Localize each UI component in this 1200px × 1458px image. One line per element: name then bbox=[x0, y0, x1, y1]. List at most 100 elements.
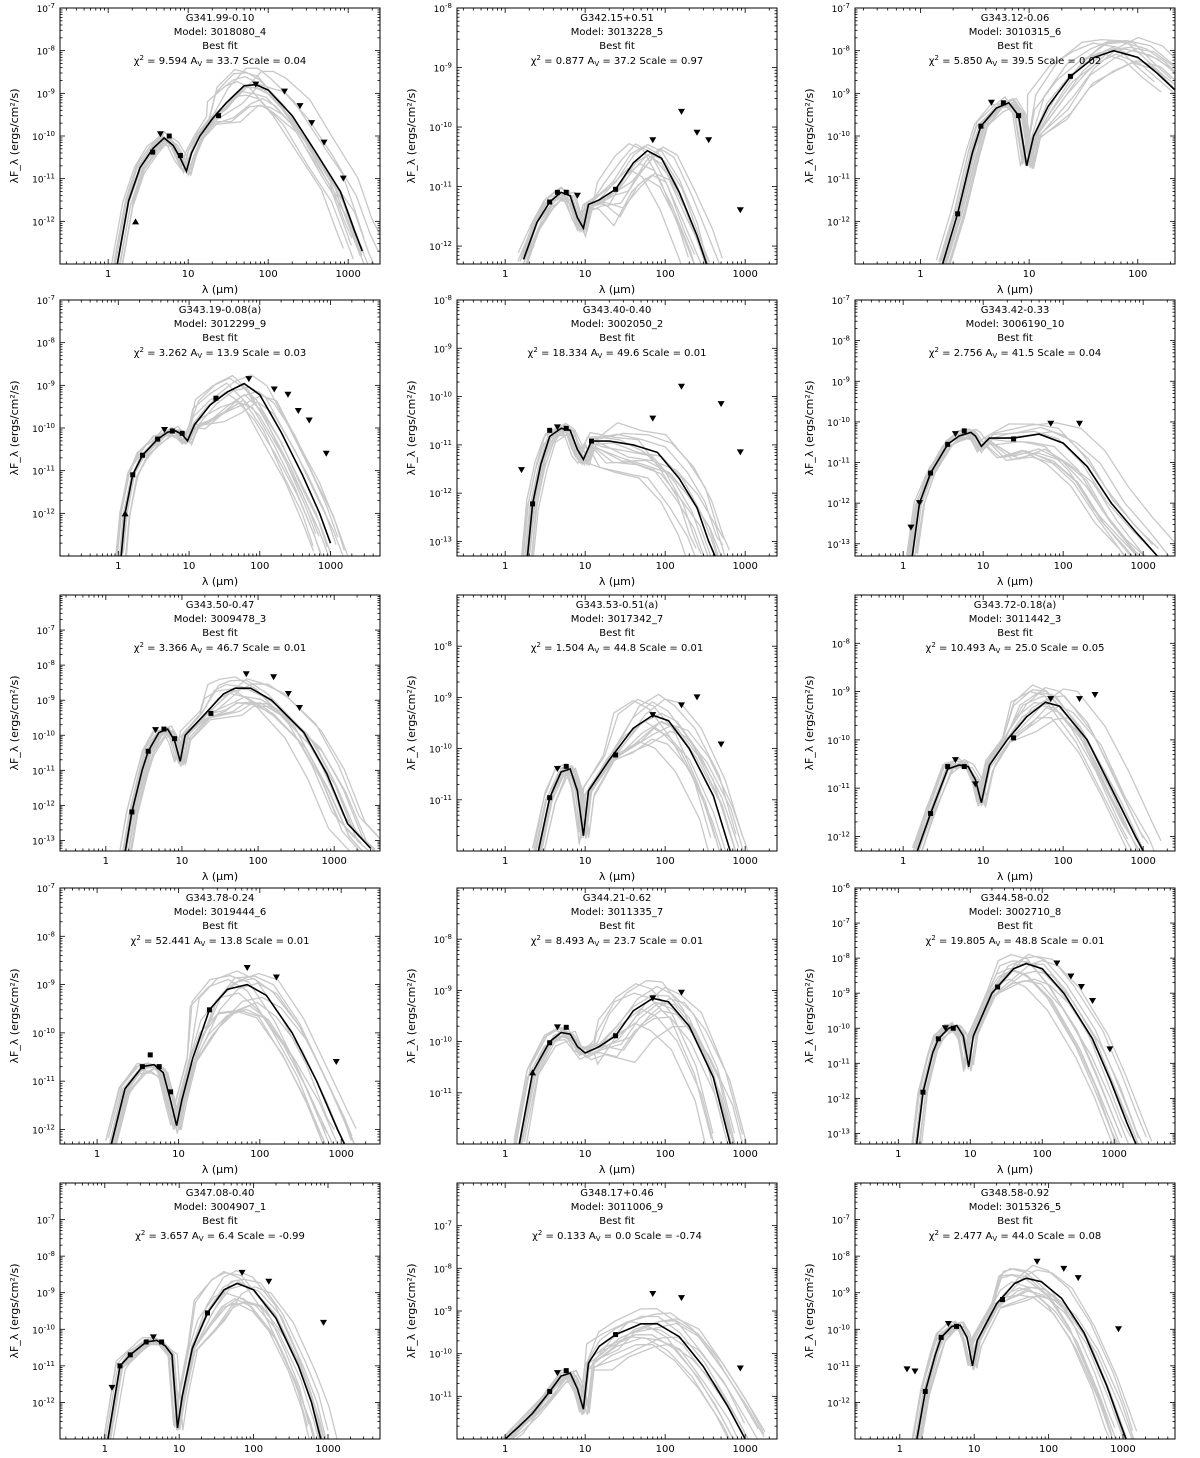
best-fit-curve bbox=[526, 427, 716, 556]
y-tick-label: 10-12 bbox=[32, 1396, 55, 1409]
x-tick-label: 1 bbox=[897, 1444, 903, 1455]
y-tick-label: 10-8 bbox=[832, 1250, 850, 1263]
y-tick-label: 10-11 bbox=[827, 173, 850, 186]
model-sed-curve bbox=[510, 1318, 766, 1438]
x-axis-label: λ (μm) bbox=[599, 575, 635, 588]
lower-limit-marker bbox=[121, 510, 129, 517]
y-tick-label: 10-11 bbox=[827, 1057, 850, 1070]
data-point bbox=[127, 1352, 133, 1358]
model-sed-curve bbox=[108, 1010, 324, 1144]
plot-area bbox=[105, 965, 357, 1144]
upper-limit-marker bbox=[280, 88, 288, 95]
source-name: G344.21-0.62 bbox=[583, 893, 652, 904]
x-tick-label: 1000 bbox=[318, 561, 343, 572]
x-tick-label: 1000 bbox=[328, 1149, 353, 1160]
source-name: G347.08-0.40 bbox=[186, 1188, 255, 1199]
model-sed-curve bbox=[114, 972, 357, 1144]
x-tick-label: 1000 bbox=[335, 269, 360, 280]
upper-limit-marker bbox=[649, 415, 657, 422]
plot-area bbox=[906, 420, 1175, 556]
fit-label: Best fit bbox=[997, 921, 1033, 932]
y-tick-label: 10-11 bbox=[429, 181, 452, 194]
model-sed-curve bbox=[912, 968, 1121, 1144]
source-name: G343.19-0.08(a) bbox=[179, 305, 262, 316]
y-tick-label: 10-12 bbox=[429, 487, 452, 500]
data-point bbox=[172, 736, 178, 742]
x-tick-label: 100 bbox=[244, 1444, 263, 1455]
y-tick-label: 10-9 bbox=[832, 987, 850, 1000]
best-fit-curve bbox=[504, 1323, 746, 1439]
data-point bbox=[938, 1334, 944, 1340]
y-tick-label: 10-10 bbox=[429, 1036, 452, 1049]
data-point bbox=[1067, 73, 1073, 79]
upper-limit-marker bbox=[971, 781, 979, 788]
data-point bbox=[928, 810, 934, 816]
model-sed-curve bbox=[508, 1312, 759, 1436]
fit-label: Best fit bbox=[599, 1216, 635, 1227]
y-tick-label: 10-10 bbox=[429, 743, 452, 756]
y-tick-label: 10-11 bbox=[32, 173, 55, 186]
x-tick-label: 10 bbox=[173, 1444, 186, 1455]
best-fit-curve bbox=[915, 962, 1137, 1144]
upper-limit-marker bbox=[951, 431, 959, 438]
y-tick-label: 10-9 bbox=[434, 62, 452, 75]
data-point bbox=[166, 133, 172, 139]
upper-limit-marker bbox=[553, 424, 561, 431]
upper-limit-marker bbox=[238, 1269, 246, 1276]
y-tick-label: 10-9 bbox=[832, 686, 850, 699]
x-tick-label: 100 bbox=[656, 856, 675, 867]
upper-limit-marker bbox=[941, 1025, 949, 1032]
y-tick-label: 10-7 bbox=[832, 917, 850, 930]
model-sed-curve bbox=[510, 1322, 765, 1439]
y-axis-label: λF_λ (ergs/cm²/s) bbox=[8, 1263, 21, 1358]
x-tick-label: 100 bbox=[1054, 561, 1073, 572]
y-tick-label: 10-10 bbox=[429, 121, 452, 134]
fit-statistics: χ2 = 1.504 AV = 44.8 Scale = 0.01 bbox=[531, 641, 704, 655]
sed-panel: 1 10 100 10-12 10-11 10-10 10-9 10-8 10-7 λ (μm) λ… bbox=[803, 2, 1176, 296]
model-sed-curve bbox=[911, 960, 1123, 1144]
source-name: G343.78-0.24 bbox=[186, 893, 255, 904]
upper-limit-marker bbox=[308, 120, 316, 127]
data-point bbox=[547, 199, 553, 205]
y-tick-label: 10-7 bbox=[832, 294, 850, 307]
model-sed-curve bbox=[529, 421, 725, 553]
data-point bbox=[216, 113, 222, 119]
data-point bbox=[1011, 735, 1017, 741]
y-tick-label: 10-9 bbox=[434, 342, 452, 355]
y-tick-label: 10-9 bbox=[37, 694, 55, 707]
x-tick-label: 10 bbox=[968, 1444, 981, 1455]
model-sed-curve bbox=[940, 40, 1172, 262]
upper-limit-marker bbox=[265, 1278, 273, 1285]
y-axis-label: λF_λ (ergs/cm²/s) bbox=[803, 1263, 816, 1358]
y-axis-label: λF_λ (ergs/cm²/s) bbox=[405, 88, 418, 183]
data-point bbox=[206, 1007, 212, 1013]
upper-limit-marker bbox=[1075, 696, 1083, 703]
model-sed-curve bbox=[118, 104, 365, 264]
y-tick-label: 10-9 bbox=[434, 984, 452, 997]
upper-limit-marker bbox=[1067, 973, 1075, 980]
fit-label: Best fit bbox=[599, 333, 635, 344]
model-sed-curve bbox=[115, 996, 356, 1144]
y-tick-label: 10-10 bbox=[429, 391, 452, 404]
upper-limit-marker bbox=[1106, 1046, 1114, 1053]
model-sed-curve bbox=[911, 1274, 1113, 1439]
model-sed-curve bbox=[538, 727, 727, 851]
model-sed-curve bbox=[520, 1002, 736, 1144]
lower-limit-marker bbox=[132, 218, 140, 225]
y-tick-label: 10-13 bbox=[429, 535, 452, 548]
y-tick-label: 10-12 bbox=[32, 799, 55, 812]
x-tick-label: 1 bbox=[502, 269, 508, 280]
fit-label: Best fit bbox=[202, 921, 238, 932]
data-point bbox=[588, 438, 594, 444]
y-tick-label: 10-9 bbox=[832, 375, 850, 388]
model-sed-curve bbox=[117, 67, 365, 261]
model-sed-curve bbox=[500, 1320, 734, 1439]
x-tick-label: 1000 bbox=[1110, 1444, 1135, 1455]
x-tick-label: 1000 bbox=[1101, 1149, 1126, 1160]
y-tick-label: 10-7 bbox=[434, 1220, 452, 1233]
data-point bbox=[613, 752, 619, 758]
model-sed-curve bbox=[112, 1285, 338, 1439]
data-point bbox=[129, 809, 135, 815]
upper-limit-marker bbox=[108, 1384, 116, 1391]
data-point bbox=[563, 1024, 569, 1030]
